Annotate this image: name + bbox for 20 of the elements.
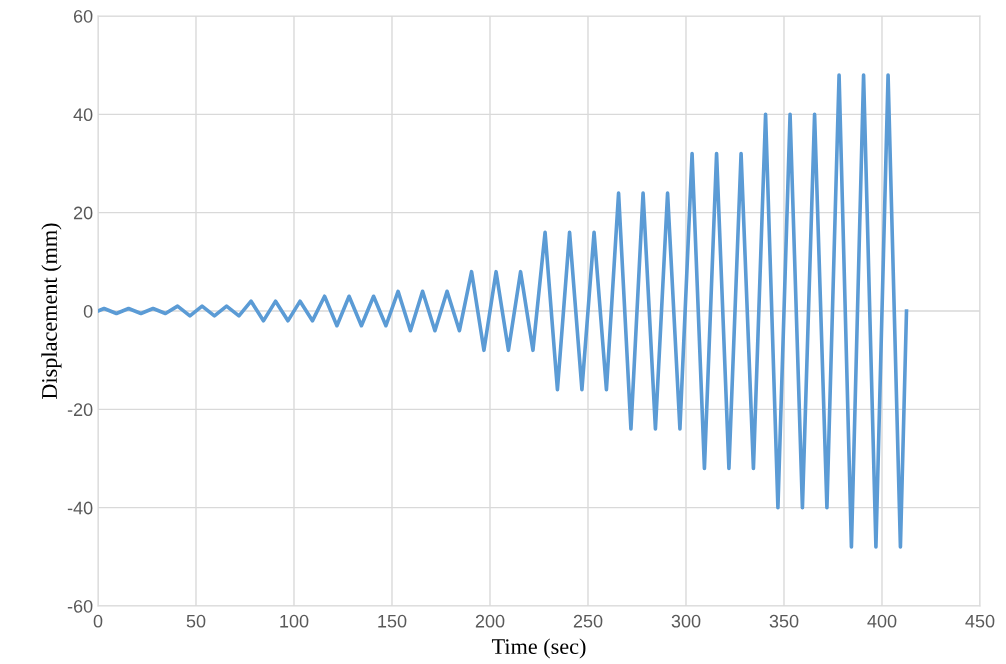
x-tick-label: 300 xyxy=(671,614,701,628)
y-tick-label: -20 xyxy=(67,403,93,417)
x-tick-label: 50 xyxy=(186,614,206,628)
x-tick-label: 100 xyxy=(280,614,309,628)
x-axis-title: Time (sec) xyxy=(491,638,586,659)
x-tick-label: 250 xyxy=(573,614,603,628)
y-tick-label: 20 xyxy=(73,206,93,220)
line-series xyxy=(98,73,909,549)
y-tick-label: 40 xyxy=(73,108,93,122)
y-axis-title: Displacement (mm) xyxy=(41,223,62,399)
y-tick-label: 0 xyxy=(83,304,93,318)
x-tick-label: 450 xyxy=(965,614,995,628)
x-tick-label: 150 xyxy=(378,614,407,628)
y-tick-label: -60 xyxy=(67,599,93,613)
y-tick-label: 60 xyxy=(73,9,93,23)
x-tick-label: 200 xyxy=(475,614,505,628)
y-tick-label: -40 xyxy=(67,501,93,515)
x-tick-label: 350 xyxy=(769,614,799,628)
x-tick-label: 0 xyxy=(93,614,103,628)
x-tick-label: 400 xyxy=(867,614,897,628)
